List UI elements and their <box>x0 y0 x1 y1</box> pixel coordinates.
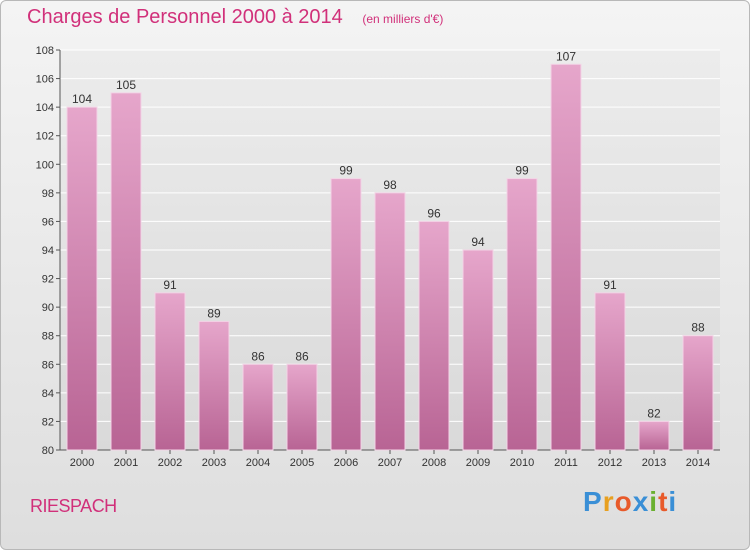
bar <box>682 335 714 451</box>
x-tick-label: 2007 <box>378 457 402 469</box>
bar <box>638 420 670 451</box>
logo-letter: r <box>602 486 615 517</box>
bar-value-label: 107 <box>556 49 576 63</box>
bar-value-label: 104 <box>72 92 92 106</box>
bar-value-label: 91 <box>603 278 617 292</box>
x-tick-label: 2000 <box>70 457 94 469</box>
y-tick-label: 100 <box>36 159 54 171</box>
bar <box>66 106 98 451</box>
bar-value-label: 99 <box>515 164 529 178</box>
x-tick-label: 2014 <box>686 457 710 469</box>
y-tick-label: 84 <box>42 388 54 400</box>
title-text: Charges de Personnel 2000 à 2014 <box>27 6 343 28</box>
bar-value-label: 94 <box>471 235 485 249</box>
y-tick-label: 80 <box>42 445 54 457</box>
bar-value-label: 91 <box>163 278 177 292</box>
y-tick-label: 96 <box>42 216 54 228</box>
bar-value-label: 96 <box>427 206 441 220</box>
y-tick-label: 82 <box>42 416 54 428</box>
bar <box>198 320 230 451</box>
y-tick-label: 90 <box>42 302 54 314</box>
logo-letter: i <box>668 486 678 517</box>
logo-letter: o <box>614 486 633 517</box>
x-tick-label: 2006 <box>334 457 358 469</box>
y-tick-label: 102 <box>36 131 54 143</box>
bar <box>594 292 626 451</box>
chart-title: Charges de Personnel 2000 à 2014 (en mil… <box>27 6 443 29</box>
bar-value-label: 99 <box>339 164 353 178</box>
bar-value-label: 89 <box>207 306 221 320</box>
bar <box>110 92 142 451</box>
x-tick-label: 2003 <box>202 457 226 469</box>
bar <box>374 192 406 451</box>
bar <box>506 178 538 451</box>
town-name: RIESPACH <box>30 496 117 516</box>
bar-value-label: 86 <box>251 349 265 363</box>
y-tick-label: 88 <box>42 331 54 343</box>
bar <box>286 363 318 451</box>
x-tick-label: 2012 <box>598 457 622 469</box>
bar-value-label: 82 <box>647 406 661 420</box>
y-tick-label: 98 <box>42 188 54 200</box>
logo-letter: i <box>649 486 659 517</box>
x-tick-label: 2008 <box>422 457 446 469</box>
y-tick-label: 108 <box>36 45 54 57</box>
bar-value-label: 105 <box>116 78 136 92</box>
bar <box>154 292 186 451</box>
x-tick-label: 2011 <box>554 457 578 469</box>
chart-subtitle: (en milliers d'€) <box>362 12 444 26</box>
bar <box>242 363 274 451</box>
x-tick-label: 2002 <box>158 457 182 469</box>
x-tick-label: 2004 <box>246 457 270 469</box>
x-tick-label: 2010 <box>510 457 534 469</box>
y-tick-label: 86 <box>42 359 54 371</box>
bar-value-label: 88 <box>691 321 705 335</box>
y-tick-label: 94 <box>42 245 54 257</box>
bar-value-label: 86 <box>295 349 309 363</box>
x-tick-label: 2005 <box>290 457 314 469</box>
x-tick-label: 2001 <box>114 457 138 469</box>
bar <box>418 220 450 451</box>
logo-letter: P <box>583 486 603 517</box>
bar <box>462 249 494 451</box>
x-tick-label: 2009 <box>466 457 490 469</box>
logo-letter: x <box>632 486 650 517</box>
y-tick-label: 106 <box>36 74 54 86</box>
logo-letter: t <box>658 486 669 517</box>
y-tick-label: 92 <box>42 274 54 286</box>
proxiti-logo: Proxiti <box>583 486 677 518</box>
bar-value-label: 98 <box>383 178 397 192</box>
bar <box>330 178 362 451</box>
bar <box>550 63 582 451</box>
y-tick-label: 104 <box>36 102 54 114</box>
x-tick-label: 2013 <box>642 457 666 469</box>
